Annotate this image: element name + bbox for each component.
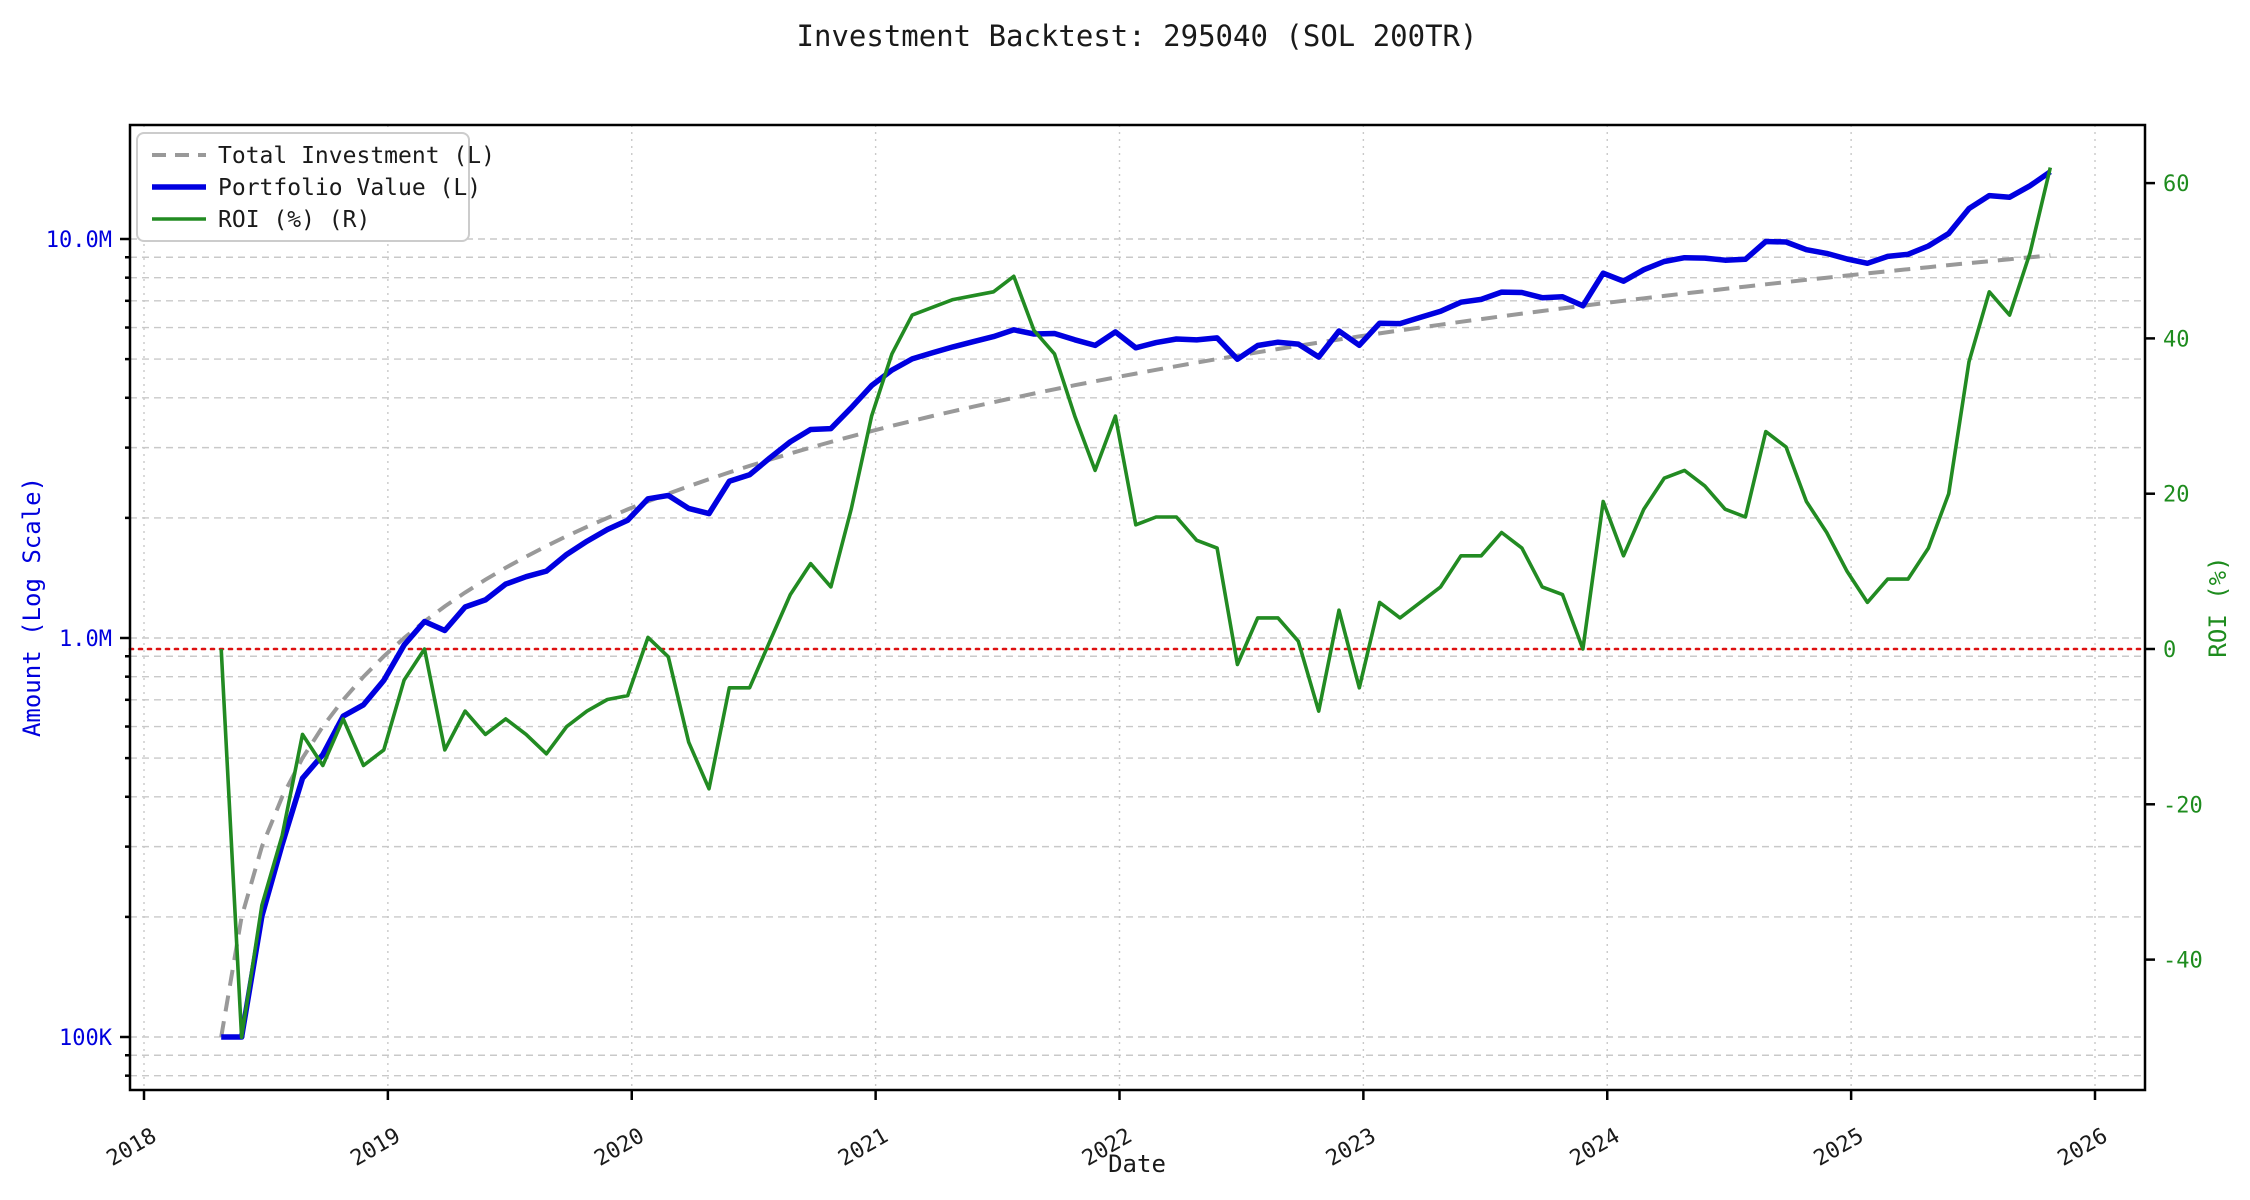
legend-item: Portfolio Value (L)	[152, 175, 481, 201]
legend-item-label: Total Investment (L)	[218, 143, 495, 169]
legend-item: ROI (%) (R)	[152, 207, 370, 233]
y-right-tick-label: -40	[2163, 949, 2203, 974]
y-right-tick-label: 0	[2163, 638, 2176, 663]
y-left-axis-label: Amount (Log Scale)	[18, 477, 46, 737]
x-tick-label: 2026	[2054, 1124, 2112, 1172]
y-right-axis-label: ROI (%)	[2204, 556, 2232, 657]
y-right-tick-label: 20	[2163, 483, 2190, 508]
y-left-tick-label: 10.0M	[46, 228, 112, 253]
x-tick-label: 2021	[834, 1124, 892, 1172]
portfolio-value-line	[221, 169, 2052, 1040]
x-tick-label: 2020	[590, 1124, 648, 1172]
legend: Total Investment (L) Portfolio Value (L) R…	[136, 132, 495, 242]
y-left-tick-label: 1.0M	[59, 627, 112, 652]
plot-border	[128, 123, 2147, 1092]
legend-item-label: ROI (%) (R)	[218, 207, 370, 233]
x-tick-label: 2018	[103, 1124, 161, 1172]
y-right-tick-label: 40	[2163, 327, 2190, 352]
x-tick-label: 2024	[1566, 1124, 1624, 1172]
legend-item: Total Investment (L)	[152, 143, 495, 169]
roi-line	[219, 167, 2053, 1040]
legend-item-label: Portfolio Value (L)	[218, 175, 481, 201]
x-tick-label: 2025	[1810, 1124, 1868, 1172]
y-right-tick-label: 60	[2163, 172, 2190, 197]
total-investment-line	[219, 253, 2051, 1038]
y-left-tick-label: 100K	[59, 1026, 113, 1051]
series-lines	[219, 167, 2053, 1040]
x-tick-label: 2023	[1322, 1124, 1380, 1172]
gridlines	[130, 125, 2145, 1090]
x-axis-label: Date	[1108, 1150, 1166, 1178]
chart-title: Investment Backtest: 295040 (SOL 200TR)	[797, 19, 1478, 53]
x-tick-label: 2019	[346, 1124, 404, 1172]
legend-box	[136, 132, 470, 242]
y-right-tick-label: -20	[2163, 793, 2203, 818]
